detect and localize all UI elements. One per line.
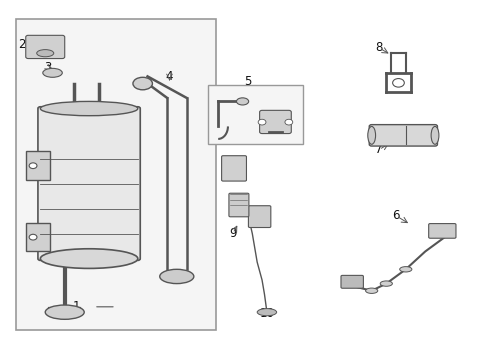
- Circle shape: [285, 119, 293, 125]
- Text: 7: 7: [375, 143, 383, 156]
- FancyBboxPatch shape: [229, 193, 249, 217]
- Ellipse shape: [133, 77, 152, 90]
- Ellipse shape: [37, 50, 54, 57]
- FancyBboxPatch shape: [208, 85, 303, 144]
- Text: 5: 5: [244, 75, 251, 88]
- Ellipse shape: [160, 269, 194, 284]
- Ellipse shape: [237, 98, 248, 105]
- FancyBboxPatch shape: [369, 125, 438, 146]
- Text: 4: 4: [166, 70, 173, 83]
- Ellipse shape: [380, 281, 392, 286]
- Ellipse shape: [400, 267, 412, 272]
- Ellipse shape: [43, 68, 62, 77]
- Ellipse shape: [368, 126, 375, 144]
- Circle shape: [258, 119, 266, 125]
- Ellipse shape: [40, 249, 138, 269]
- FancyBboxPatch shape: [26, 152, 50, 180]
- Ellipse shape: [45, 305, 84, 319]
- Text: 6: 6: [392, 209, 400, 222]
- Ellipse shape: [366, 288, 378, 293]
- Circle shape: [29, 163, 37, 168]
- Text: 10: 10: [260, 307, 274, 320]
- FancyBboxPatch shape: [16, 19, 216, 330]
- Text: 3: 3: [44, 61, 51, 74]
- FancyBboxPatch shape: [260, 111, 291, 134]
- Text: 2: 2: [18, 39, 25, 51]
- Ellipse shape: [431, 126, 439, 144]
- Text: 9: 9: [229, 227, 237, 240]
- Text: 8: 8: [375, 41, 383, 54]
- FancyBboxPatch shape: [429, 224, 456, 238]
- Text: 1: 1: [73, 300, 81, 313]
- Circle shape: [392, 78, 404, 87]
- FancyBboxPatch shape: [38, 107, 140, 260]
- FancyBboxPatch shape: [248, 206, 271, 228]
- Ellipse shape: [257, 309, 277, 316]
- FancyBboxPatch shape: [26, 35, 65, 59]
- FancyBboxPatch shape: [26, 223, 50, 251]
- Ellipse shape: [40, 102, 138, 116]
- FancyBboxPatch shape: [341, 275, 364, 288]
- FancyBboxPatch shape: [221, 156, 246, 181]
- Circle shape: [29, 234, 37, 240]
